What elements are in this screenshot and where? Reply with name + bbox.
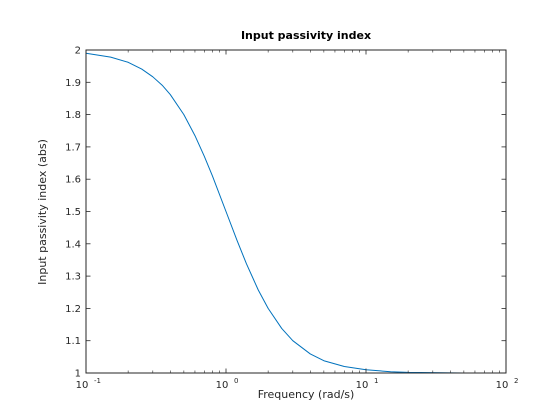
x-tick-label: 10 <box>356 380 369 391</box>
series-layer <box>85 52 506 374</box>
x-tick-label: 10 <box>76 380 89 391</box>
x-tick-exponent: 0 <box>234 377 238 385</box>
x-tick-exponent: 2 <box>514 377 518 385</box>
y-tick-label: 1.5 <box>65 207 81 218</box>
y-tick-label: 1.7 <box>65 142 81 153</box>
chart-title: Input passivity index <box>241 29 371 42</box>
y-axis-label: Input passivity index (abs) <box>36 139 49 285</box>
y-ticks: 1 1.1 1.2 1.3 1.4 1.5 1.6 1.7 1.8 1.9 2 <box>65 46 506 380</box>
axes-background <box>86 50 506 373</box>
x-tick-label: 10 <box>496 380 509 391</box>
x-tick-exponent: -1 <box>94 377 101 385</box>
x-axis-label: Frequency (rad/s) <box>258 388 355 401</box>
x-tick-label: 10 <box>216 380 229 391</box>
y-tick-label: 1.6 <box>65 175 81 186</box>
y-tick-label: 1.8 <box>65 110 81 121</box>
y-tick-label: 1.3 <box>65 272 81 283</box>
y-tick-label: 1.9 <box>65 78 81 89</box>
x-ticks: 10 -1 10 0 10 1 10 2 <box>76 50 518 391</box>
y-tick-label: 1.2 <box>65 304 81 315</box>
series-line-1 <box>85 52 506 374</box>
y-tick-label: 1 <box>75 369 81 380</box>
y-tick-label: 2 <box>75 46 81 57</box>
y-tick-label: 1.1 <box>65 336 81 347</box>
x-tick-exponent: 1 <box>374 377 378 385</box>
y-tick-label: 1.4 <box>65 239 81 250</box>
